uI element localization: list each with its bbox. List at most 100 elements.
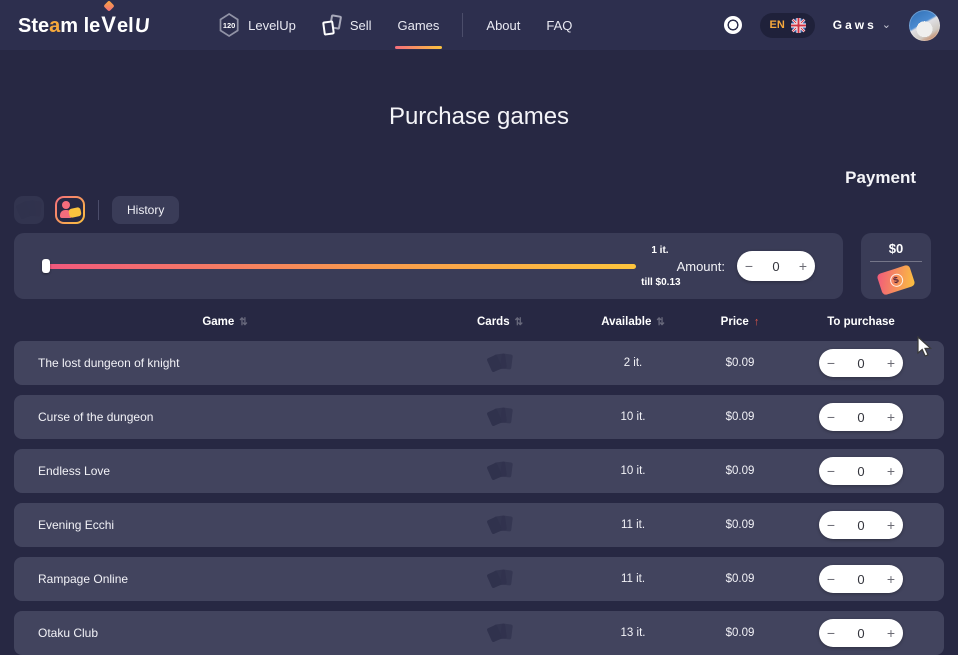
money-bill-icon: $	[876, 264, 916, 296]
levelup-badge-value: 120	[222, 20, 236, 30]
amount-label: Amount:	[676, 258, 725, 274]
chevron-down-icon: ⌄	[881, 18, 891, 31]
row-qty-value: 0	[857, 463, 865, 479]
price-cell: $0.09	[725, 357, 755, 369]
person-gamepad-icon	[59, 201, 82, 219]
amount-slider-card: 1 it. till $0.13 Amount: − 0 +	[14, 233, 843, 299]
slider-till-label: till $0.13	[641, 277, 681, 288]
row-stepper: − 0 +	[819, 619, 903, 647]
filter-games-button-active[interactable]	[55, 196, 85, 224]
header-cards[interactable]: Cards ⇅	[436, 316, 564, 328]
dollar-sign: $	[887, 271, 905, 289]
sort-icon: ⇅	[656, 316, 665, 328]
nav-divider	[462, 13, 464, 37]
purchase-cell: − 0 +	[778, 511, 944, 539]
logo-text: Ste	[18, 15, 50, 37]
logo-u: U	[133, 15, 151, 37]
table-row: Rampage Online 11 it. $0.09 − 0 +	[14, 557, 944, 601]
logo-text: m le	[60, 15, 101, 37]
header-price[interactable]: Price ↑	[702, 316, 778, 328]
row-minus-button[interactable]: −	[819, 572, 843, 586]
price-cell: $0.09	[725, 573, 755, 585]
amount-plus-button[interactable]: +	[791, 259, 815, 273]
purchase-cell: − 0 +	[778, 403, 944, 431]
row-stepper: − 0 +	[819, 349, 903, 377]
available-cell: 13 it.	[620, 627, 646, 639]
purchase-cell: − 0 +	[778, 619, 944, 647]
nav-item-sell[interactable]: Sell	[309, 0, 385, 50]
filter-cards-button[interactable]	[14, 196, 44, 224]
filter-games-inner	[57, 198, 83, 222]
table-row: Endless Love 10 it. $0.09 − 0 +	[14, 449, 944, 493]
row-plus-button[interactable]: +	[879, 464, 903, 478]
user-menu[interactable]: Gaws ⌄	[833, 18, 891, 32]
user-avatar[interactable]	[909, 9, 940, 41]
balance-divider	[870, 261, 922, 262]
cards-fan-icon	[15, 200, 42, 220]
game-name: The lost dungeon of knight	[38, 356, 180, 370]
header-available[interactable]: Available ⇅	[564, 316, 702, 328]
row-minus-button[interactable]: −	[819, 356, 843, 370]
header-to-purchase[interactable]: To purchase	[778, 316, 944, 328]
navbar-right: EN Gaws ⌄	[724, 9, 940, 41]
price-cell: $0.09	[725, 465, 755, 477]
available-cell: 11 it.	[620, 519, 646, 531]
header-label: Available	[601, 316, 652, 328]
row-minus-button[interactable]: −	[819, 464, 843, 478]
game-name: Rampage Online	[38, 572, 129, 586]
row-plus-button[interactable]: +	[879, 626, 903, 640]
row-minus-button[interactable]: −	[819, 626, 843, 640]
cards-fan-icon	[486, 353, 513, 373]
cards-cell	[436, 623, 564, 643]
main-nav: 120 LevelUp Sell Games About FAQ	[205, 0, 585, 50]
header-label: Cards	[477, 316, 510, 328]
cards-fan-icon	[486, 623, 513, 643]
active-tab-underline	[394, 46, 443, 49]
nav-item-levelup[interactable]: 120 LevelUp	[205, 0, 309, 50]
game-name: Otaku Club	[38, 626, 99, 640]
main-content: Purchase games Payment History 1 it. til…	[0, 103, 958, 655]
sort-icon: ⇅	[239, 316, 248, 328]
nav-item-faq[interactable]: FAQ	[533, 0, 585, 50]
table-row: Curse of the dungeon 10 it. $0.09 − 0 +	[14, 395, 944, 439]
row-qty-value: 0	[857, 409, 865, 425]
row-qty-value: 0	[857, 355, 865, 371]
row-plus-button[interactable]: +	[879, 572, 903, 586]
table-row: Otaku Club 13 it. $0.09 − 0 +	[14, 611, 944, 655]
game-name: Endless Love	[38, 464, 111, 478]
page-title: Purchase games	[388, 103, 570, 130]
nav-item-games-active[interactable]: Games	[385, 0, 453, 50]
cards-fan-icon	[486, 569, 513, 589]
cards-fan-icon	[486, 407, 513, 427]
available-cell: 2 it.	[623, 357, 643, 369]
uk-flag-icon	[790, 17, 806, 33]
row-minus-button[interactable]: −	[819, 410, 843, 424]
levelup-badge-icon: 120	[219, 13, 239, 37]
nav-label: Sell	[349, 17, 372, 33]
row-plus-button[interactable]: +	[879, 356, 903, 370]
row-plus-button[interactable]: +	[879, 410, 903, 424]
purchase-controls-row: 1 it. till $0.13 Amount: − 0 + $0 $	[14, 233, 931, 299]
nav-item-about[interactable]: About	[473, 0, 533, 50]
language-selector[interactable]: EN	[760, 12, 815, 38]
slider-max-label: 1 it.	[651, 245, 669, 256]
sell-cards-icon	[321, 14, 342, 36]
payment-heading: Payment	[845, 168, 916, 187]
amount-slider-track[interactable]	[42, 259, 636, 273]
history-button[interactable]: History	[112, 196, 180, 224]
row-plus-button[interactable]: +	[879, 518, 903, 532]
balance-value: $0	[888, 241, 904, 256]
row-qty-value: 0	[857, 625, 865, 641]
theme-toggle-icon[interactable]	[724, 16, 743, 34]
row-minus-button[interactable]: −	[819, 518, 843, 532]
header-game[interactable]: Game ⇅	[14, 316, 436, 328]
logo-v: V	[101, 0, 116, 38]
header-label: Price	[720, 316, 749, 328]
cards-cell	[436, 353, 564, 373]
slider-thumb[interactable]	[42, 259, 50, 273]
nav-label: Games	[397, 17, 440, 33]
payment-balance-card[interactable]: $0 $	[861, 233, 931, 299]
nav-label: LevelUp	[248, 17, 296, 33]
amount-minus-button[interactable]: −	[737, 259, 761, 273]
